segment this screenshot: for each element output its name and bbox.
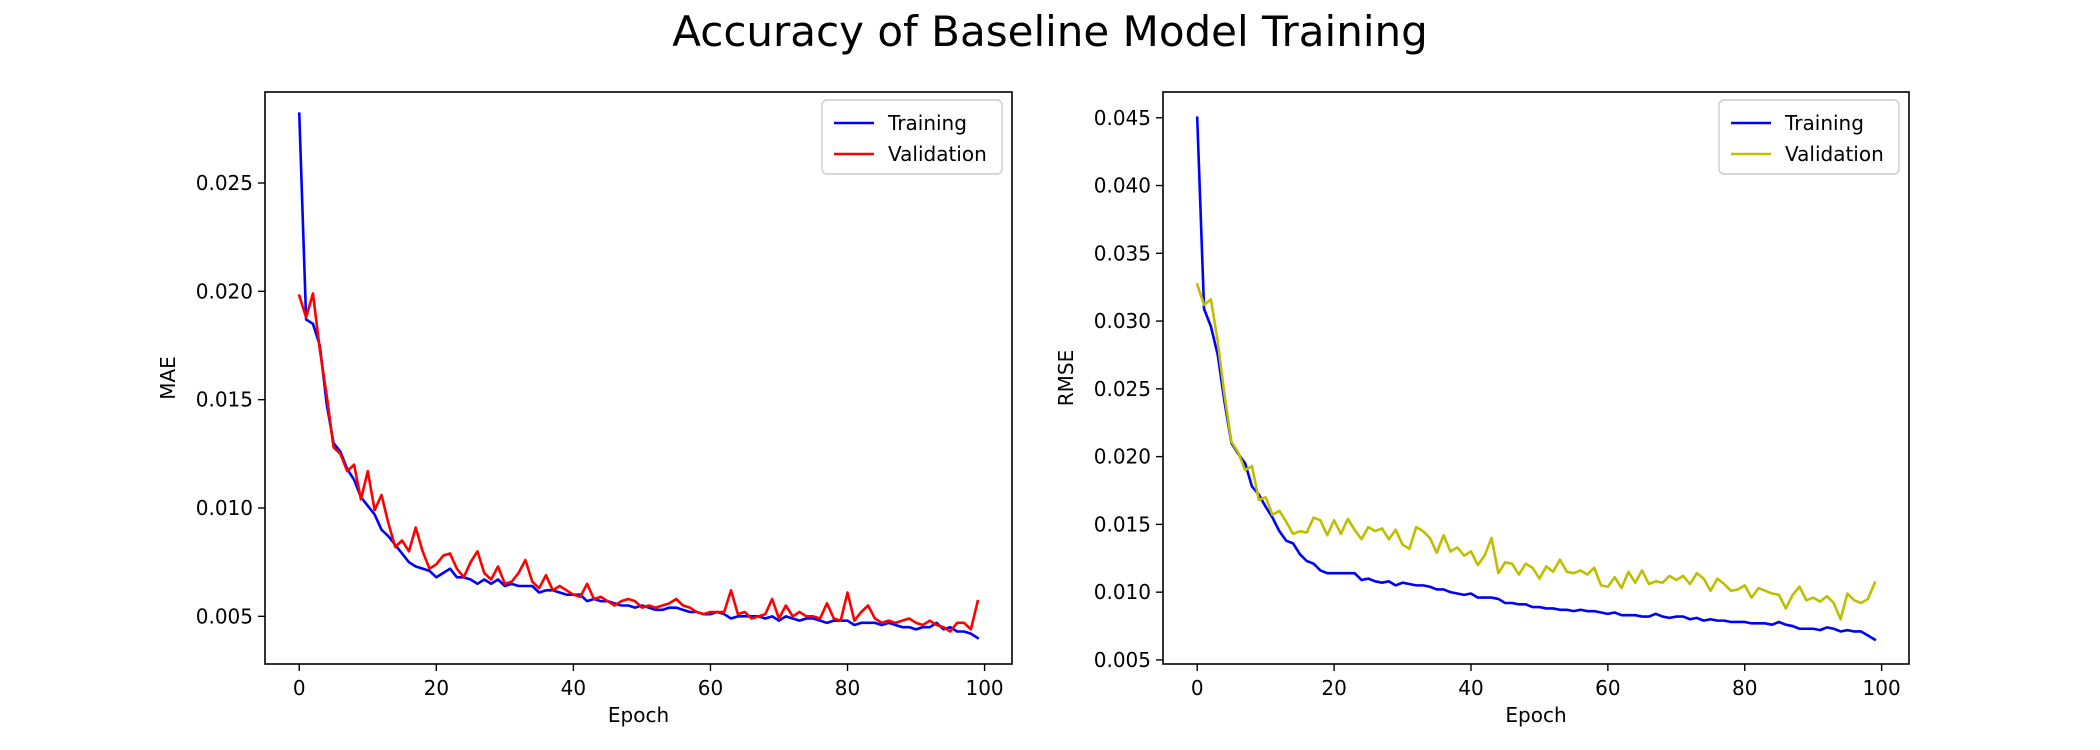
mae-legend: Training Validation [821, 99, 1003, 175]
rmse-y-tick-label: 0.020 [1094, 445, 1151, 469]
mae-y-tick-label: 0.020 [196, 279, 253, 303]
mae-series-line-training [297, 112, 980, 640]
rmse-legend: Training Validation [1718, 99, 1900, 175]
rmse-y-tick-label: 0.045 [1094, 106, 1151, 130]
mae-x-tick-label: 60 [698, 676, 723, 700]
rmse-series-line-validation [1195, 282, 1877, 621]
mae-y-axis-label: MAE [156, 356, 180, 400]
rmse-x-tick-label: 100 [1863, 676, 1901, 700]
rmse-x-tick-label: 80 [1732, 676, 1757, 700]
rmse-y-tick-label: 0.010 [1094, 580, 1151, 604]
mae-x-axis-label: Epoch [608, 703, 669, 727]
rmse-y-tick-label: 0.005 [1094, 648, 1151, 672]
mae-y-tick-label: 0.015 [196, 388, 253, 412]
mae-y-tick-label: 0.025 [196, 171, 253, 195]
mae-x-tick-label: 100 [965, 676, 1003, 700]
rmse-legend-label-training: Training [1784, 111, 1864, 135]
mae-series-line-validation [297, 292, 980, 633]
rmse-x-tick-label: 40 [1458, 676, 1483, 700]
mae-legend-box [821, 99, 1003, 175]
rmse-y-tick-label: 0.025 [1094, 377, 1151, 401]
mae-axes-frame [264, 91, 1013, 665]
figure-title: Accuracy of Baseline Model Training [672, 7, 1428, 56]
rmse-chart: 0 20 40 60 80 100 0.005 0.010 0.015 0.020 0.025 0.0… [1054, 91, 1910, 727]
rmse-x-tick-label: 60 [1595, 676, 1620, 700]
rmse-legend-label-validation: Validation [1785, 142, 1884, 166]
mae-legend-label-validation: Validation [888, 142, 987, 166]
rmse-x-axis-label: Epoch [1505, 703, 1566, 727]
mae-x-tick-label: 0 [293, 676, 306, 700]
rmse-y-tick-label: 0.035 [1094, 241, 1151, 265]
mae-x-tick-label: 40 [561, 676, 586, 700]
rmse-y-axis-label: RMSE [1054, 350, 1078, 406]
rmse-x-tick-label: 20 [1321, 676, 1346, 700]
rmse-series-line-training [1195, 116, 1877, 642]
mae-y-tick-label: 0.005 [196, 604, 253, 628]
mae-y-tick-label: 0.010 [196, 496, 253, 520]
rmse-y-tick-label: 0.040 [1094, 174, 1151, 198]
rmse-axes-frame [1162, 91, 1910, 665]
mae-chart: 0 20 40 60 80 100 0.005 0.010 0.015 0.020 0.025 Epo… [156, 91, 1013, 727]
rmse-y-tick-label: 0.030 [1094, 309, 1151, 333]
rmse-x-tick-label: 0 [1191, 676, 1204, 700]
rmse-y-tick-label: 0.015 [1094, 512, 1151, 536]
mae-legend-label-training: Training [887, 111, 967, 135]
rmse-legend-box [1718, 99, 1900, 175]
mae-x-tick-label: 80 [835, 676, 860, 700]
mae-x-tick-label: 20 [424, 676, 449, 700]
